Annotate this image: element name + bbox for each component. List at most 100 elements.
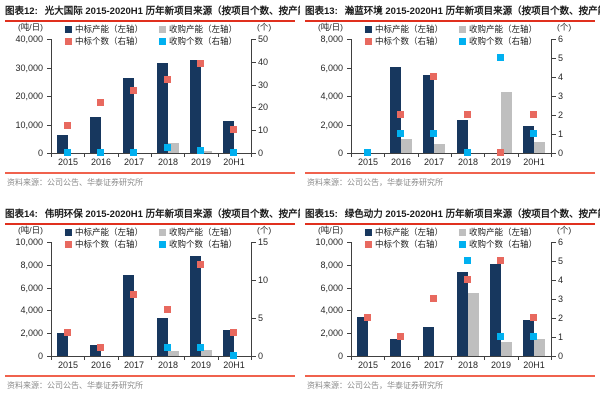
marker-acq-count [197,147,204,154]
y-axis-left-tick [47,356,51,357]
y-axis-left-label: 0 [337,148,343,158]
legend-label: 收购个数（右轴） [469,239,538,249]
bar-acq-capacity [168,351,179,356]
y-axis-right-tick [252,85,256,86]
y-axis-right-label: 2 [558,110,564,120]
legend-item: 收购产能（左轴） [459,227,537,237]
y-axis-right-line [551,242,552,356]
legend-swatch-icon [364,228,372,236]
y-axis-right-label: 15 [258,237,269,247]
y-axis-left-tick [347,153,351,154]
y-axis-left-tick [47,39,51,40]
marker-acq-count [430,130,437,137]
legend-label: 中标产能（左轴） [374,24,443,34]
marker-win-count [364,314,371,321]
title-underline [5,223,295,225]
y-axis-right-label: 6 [558,34,564,44]
x-axis-label: 2017 [123,157,145,167]
x-axis-label: 2018 [457,157,479,167]
y-axis-right-tick [552,115,556,116]
marker-acq-count [64,149,71,156]
y-axis-left-label: 8,000 [320,34,343,44]
y-axis-left-tick [47,333,51,334]
x-axis-tick [251,154,252,157]
y-axis-right-tick [552,318,556,319]
x-axis-tick [184,357,185,360]
bar-acq-capacity [434,144,445,153]
bar-win-capacity [190,60,201,153]
chart-area: (吨/日) (个) 0 2,000 4,000 6,000 8,000 0 1 2 3 4 5 6 2015… [305,23,595,169]
source-divider [305,172,595,174]
source-divider [5,375,295,377]
y-axis-left-label: 20,000 [15,91,43,101]
y-axis-right-label: 1 [558,332,564,342]
y-axis-left-label: 4,000 [20,305,43,315]
marker-win-count [530,314,537,321]
x-axis-label: 2017 [123,360,145,370]
chart-title-bar: 图表15: 绿色动力 2015-2020H1 历年新项目来源（按项目个数、按产能） [305,209,600,220]
x-axis-label: 2015 [357,157,379,167]
x-axis-tick [184,154,185,157]
x-axis-label: 2017 [423,157,445,167]
y-axis-right-label: 4 [558,72,564,82]
y-axis-right-line [551,39,552,153]
y-axis-right-tick [552,134,556,135]
bar-win-capacity [123,78,134,153]
bar-win-capacity [57,333,68,356]
legend-swatch-icon [159,37,166,45]
x-axis-tick [518,357,519,360]
y-axis-right-label: 40 [258,57,269,67]
chart-title: 伟明环保 2015-2020H1 历年新项目来源（按项目个数、按产能） [44,209,300,220]
y-axis-right-label: 20 [258,102,269,112]
legend-item: 中标产能（左轴） [64,24,143,34]
y-axis-right-label: 4 [558,275,564,285]
x-axis-tick [518,154,519,157]
y-axis-left-line [351,242,352,356]
marker-win-count [164,306,171,313]
x-axis-tick [484,154,485,157]
source-note: 资料来源：公司公告、华泰证券研究所 [7,178,143,187]
bar-acq-capacity [468,293,479,356]
chart-area: (吨/日) (个) 0 10,000 20,000 30,000 40,000 0 10 20 30… [5,23,295,169]
x-axis-tick [84,357,85,360]
bar-win-capacity [423,327,434,356]
y-axis-right-label: 3 [558,91,564,101]
x-axis-tick [551,154,552,157]
x-axis-label: 2018 [457,360,479,370]
legend-item: 中标产能（左轴） [64,227,143,237]
y-axis-left-tick [47,310,51,311]
y-axis-right-tick [552,261,556,262]
figure-label: 图表14: [5,209,38,220]
legend-label: 收购产能（左轴） [169,227,238,237]
x-axis-tick [451,357,452,360]
bar-win-capacity [157,63,168,153]
bar-win-capacity [490,264,501,356]
y-axis-right-tick [552,242,556,243]
y-axis-left-line [51,242,52,356]
x-axis-label: 2016 [90,157,112,167]
y-axis-right-tick [552,280,556,281]
y-axis-right-tick [252,318,256,319]
y-axis-left-tick [347,39,351,40]
legend-label: 收购个数（右轴） [169,239,238,249]
bar-win-capacity [190,256,201,356]
y-axis-right-line [251,39,252,153]
marker-acq-count [530,333,537,340]
chart-title-bar: 图表14: 伟明环保 2015-2020H1 历年新项目来源（按项目个数、按产能） [5,209,300,220]
legend-item: 中标个数（右轴） [364,239,443,249]
bar-win-capacity [523,126,534,153]
bar-win-capacity [123,275,134,356]
y-axis-left-tick [347,288,351,289]
x-axis-tick [418,357,419,360]
y-axis-right-label: 1 [558,129,564,139]
legend-label: 收购个数（右轴） [469,36,538,46]
x-axis-label: 2015 [57,360,79,370]
marker-acq-count [497,333,504,340]
y-axis-right-tick [552,153,556,154]
legend-item: 中标个数（右轴） [64,36,143,46]
marker-win-count [230,126,237,133]
marker-win-count [464,276,471,283]
y-axis-right-tick [252,356,256,357]
bar-win-capacity [457,120,468,153]
chart-title: 光大国际 2015-2020H1 历年新项目来源（按项目个数、按产能） [44,6,300,17]
